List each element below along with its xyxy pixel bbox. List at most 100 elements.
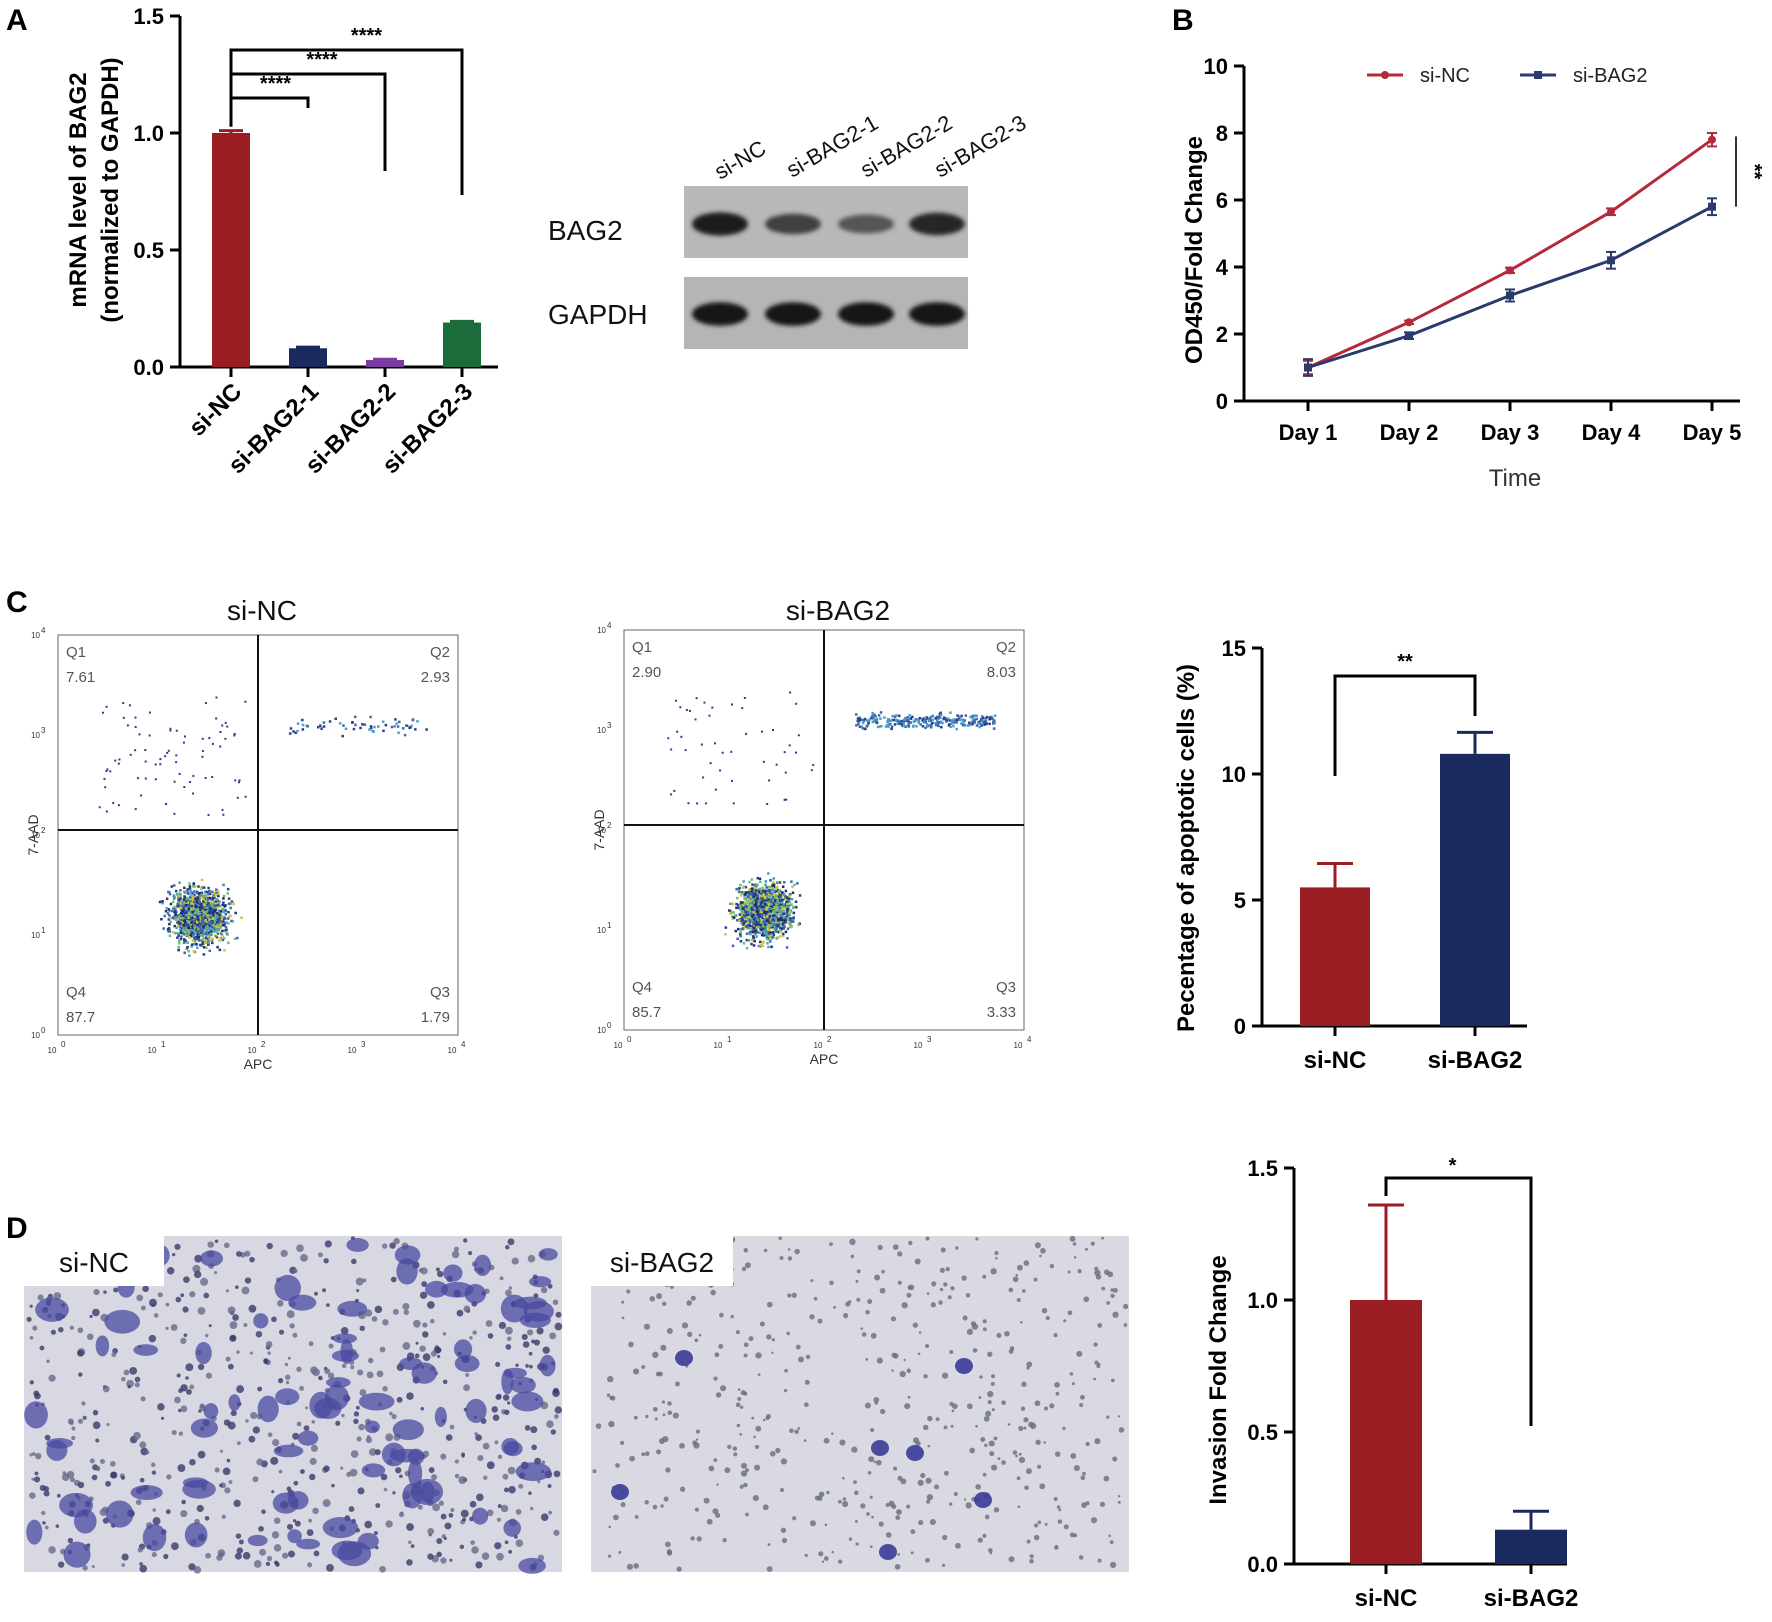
cell-dot	[1063, 1319, 1067, 1323]
cell-dot	[276, 1300, 284, 1307]
cell-dot	[149, 1298, 157, 1307]
cell-dot	[366, 1435, 371, 1439]
flow-dot	[732, 802, 735, 805]
cell-dot	[645, 1414, 649, 1419]
flow-dot	[770, 937, 773, 941]
flow-dot	[895, 719, 898, 722]
cell-dot	[71, 1435, 76, 1441]
image-label-si-bag2: si-BAG2	[610, 1247, 714, 1278]
cell-dot	[35, 1452, 42, 1460]
cell-dot	[32, 1452, 36, 1456]
flow-dot	[180, 926, 183, 930]
cell-dot	[419, 1345, 426, 1352]
flow-dot	[883, 716, 886, 719]
flow-dots	[98, 696, 428, 957]
cell-dot	[113, 1287, 119, 1293]
significance-bracket	[229, 48, 464, 195]
cell-dot	[894, 1563, 901, 1570]
flow-dot	[752, 911, 756, 914]
quadrant-value: 87.7	[66, 1009, 95, 1026]
flow-dot	[746, 911, 750, 914]
invaded-cell	[440, 1281, 474, 1298]
flow-dot	[738, 913, 742, 916]
flow-dot	[168, 914, 171, 917]
cell-dot	[1093, 1377, 1096, 1381]
flow-dot	[328, 720, 332, 723]
flow-dot	[201, 940, 205, 943]
cell-dot	[903, 1358, 906, 1362]
flow-dot	[709, 762, 712, 765]
flow-dot	[215, 898, 219, 901]
cell-dot	[904, 1403, 911, 1410]
cell-dot	[993, 1507, 1000, 1513]
cell-dot	[660, 1504, 664, 1508]
cell-dot	[740, 1470, 748, 1477]
cell-dot	[255, 1330, 263, 1338]
cell-dot	[831, 1550, 835, 1554]
flow-dot	[320, 727, 323, 730]
cell-dot	[927, 1415, 933, 1422]
flow-dot	[196, 935, 199, 938]
flow-dot	[768, 918, 771, 922]
cell-dot	[222, 1467, 231, 1476]
cell-dot	[527, 1254, 536, 1263]
flow-dot	[172, 897, 176, 900]
cell-dot	[983, 1416, 990, 1422]
flow-dot	[221, 938, 225, 942]
invasion-images: si-NC si-BAG2	[24, 1235, 1129, 1574]
flow-dot	[938, 715, 941, 718]
legend-label-si-bag2: si-BAG2	[1573, 65, 1647, 87]
cell-dot	[402, 1342, 411, 1350]
cell-dot	[1028, 1421, 1034, 1428]
flow-dot	[122, 716, 125, 719]
flow-dot	[185, 928, 188, 931]
flow-dot	[765, 910, 768, 914]
flow-dot	[215, 919, 218, 922]
flow-dot	[777, 930, 780, 934]
flow-dot	[234, 779, 237, 782]
chart-d-ylabel: Invasion Fold Change	[1205, 1255, 1232, 1504]
cell-dot	[32, 1325, 38, 1331]
flow-dot	[784, 918, 787, 921]
flow-dot	[958, 715, 961, 718]
flow-dot	[865, 719, 869, 722]
chart-b-xlabel: Time	[1489, 465, 1541, 492]
cell-dot	[145, 1450, 150, 1455]
flow-dot	[951, 721, 955, 725]
flow-dot	[748, 919, 752, 922]
flow-dot	[773, 912, 776, 916]
cell-dot	[748, 1336, 754, 1342]
flow-dot	[187, 888, 190, 891]
cell-dot	[740, 1405, 744, 1409]
invaded-cell	[257, 1395, 279, 1423]
cell-dot	[804, 1553, 808, 1558]
cell-dot	[208, 1324, 212, 1328]
flow-dot	[191, 929, 194, 932]
flow-dot	[186, 934, 190, 938]
flow-dot	[742, 885, 746, 888]
flow-dot	[762, 917, 766, 921]
flow-dot	[186, 889, 189, 893]
flow-dot	[911, 715, 914, 719]
flow-dot	[774, 930, 778, 933]
flow-dot	[756, 897, 759, 900]
flow-dot	[739, 901, 743, 904]
flow-dot	[747, 916, 751, 919]
flow-dot	[765, 908, 768, 911]
cell-dot	[86, 1333, 94, 1341]
flow-dot	[765, 923, 769, 926]
cell-dot	[1053, 1496, 1058, 1501]
flow-dot	[729, 902, 732, 905]
cell-dot	[244, 1277, 252, 1284]
invaded-cell	[443, 1264, 463, 1282]
flow-dot	[181, 924, 184, 928]
flow-dot	[204, 908, 207, 912]
flow-dot	[907, 723, 910, 726]
cell-dot	[502, 1473, 509, 1480]
flow-dot	[191, 897, 195, 900]
cell-dot	[922, 1424, 929, 1431]
cell-dot	[1081, 1502, 1087, 1508]
flow-dot	[164, 909, 168, 913]
flow-dot	[217, 894, 220, 898]
